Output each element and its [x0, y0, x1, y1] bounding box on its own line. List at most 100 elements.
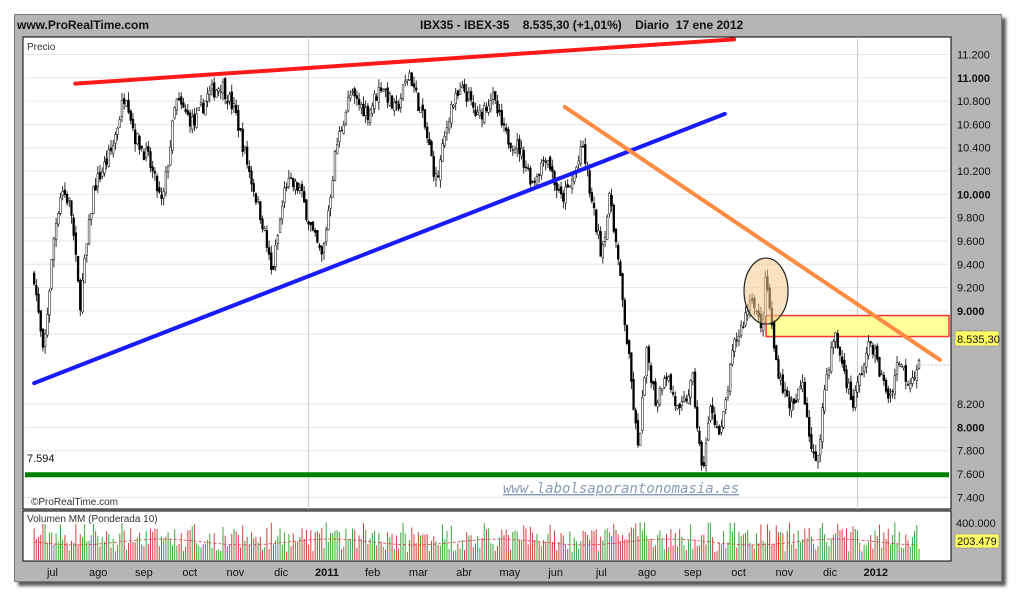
candle-body: [344, 111, 348, 125]
candle-body: [531, 181, 534, 183]
candle-body: [597, 230, 600, 236]
y-tick-label: 10.200: [957, 166, 991, 178]
candle-body: [463, 83, 466, 92]
candle-body: [825, 373, 828, 391]
candle-body: [305, 199, 308, 221]
candle-body: [779, 377, 782, 381]
candle-body: [476, 111, 479, 115]
x-tick-label: oct: [731, 567, 746, 579]
y-tick-label: 9.000: [957, 306, 985, 318]
candle-body: [109, 147, 113, 152]
candle-body: [838, 347, 842, 356]
site-name[interactable]: www.ProRealTime.com: [17, 18, 150, 32]
candle-body: [797, 388, 800, 401]
candle-body: [63, 189, 67, 195]
candle-body: [581, 146, 585, 148]
candle-body: [96, 173, 99, 188]
candle-body: [327, 210, 330, 230]
y-tick-label: 10.600: [957, 119, 991, 131]
candle-body: [898, 363, 901, 365]
candle-body: [333, 151, 337, 182]
candle-body: [619, 261, 622, 276]
candle-body: [641, 397, 644, 431]
candle-body: [540, 162, 543, 176]
candle-body: [138, 136, 141, 150]
candle-body: [329, 196, 332, 209]
candle-body: [810, 434, 813, 450]
y-tick-label: 9.600: [957, 236, 985, 248]
resistance-zone-group: [765, 314, 950, 338]
candle-body: [441, 143, 444, 162]
candle-body: [371, 105, 374, 114]
candle-body: [248, 165, 251, 172]
candle-body: [546, 160, 550, 165]
candle-body: [733, 338, 736, 352]
candle-body: [155, 175, 159, 192]
candle-body: [913, 377, 916, 379]
instrument-info: IBX35 - IBEX-35 8.535,30 (+1,01%) Diario…: [420, 18, 744, 32]
candle-body: [840, 356, 844, 364]
candle-body: [419, 107, 422, 114]
candle-body: [485, 107, 488, 111]
candle-body: [285, 186, 288, 189]
candle-body: [41, 328, 45, 348]
candle-body: [568, 185, 572, 187]
candle-body: [854, 390, 857, 408]
candle-body: [667, 376, 670, 382]
candle-body: [724, 399, 727, 410]
candle-body: [902, 365, 905, 369]
candle-body: [202, 102, 205, 114]
candle-body: [320, 246, 323, 255]
x-tick-label: 2012: [864, 567, 888, 579]
resistance-zone: [765, 314, 950, 338]
candle-body: [871, 345, 875, 355]
candle-body: [426, 126, 429, 139]
candle-body: [103, 161, 106, 174]
candle-body: [792, 398, 795, 404]
candle-body: [342, 124, 345, 134]
candle-body: [588, 170, 591, 194]
candle-body: [267, 247, 271, 255]
candle-body: [219, 91, 222, 93]
current-volume-badge: [954, 533, 1000, 549]
candle-body: [318, 245, 321, 248]
candle-body: [105, 158, 108, 165]
candle-body: [632, 379, 635, 410]
candle-body: [834, 332, 837, 343]
candle-body: [162, 191, 165, 199]
candle-body: [98, 171, 102, 180]
watermark[interactable]: www.labolsaporantonomasia.es: [503, 481, 739, 497]
candle-body: [542, 159, 545, 162]
candle-body: [704, 443, 708, 466]
x-axis: jul ago sep oct nov dic 2011 feb mar abr may jun jul…: [46, 567, 888, 579]
candle-body: [696, 406, 699, 429]
candle-body: [584, 144, 587, 164]
candle-body: [120, 100, 124, 117]
candle-body: [781, 374, 785, 393]
candle-body: [234, 104, 238, 113]
candle-body: [144, 148, 148, 159]
candle-body: [362, 103, 365, 117]
candle-body: [617, 245, 620, 260]
x-tick-label: jul: [595, 567, 607, 579]
candle-body: [505, 127, 508, 132]
candle-body: [469, 90, 473, 101]
candle-body: [364, 107, 367, 116]
candle-body: [548, 156, 552, 170]
candle-body: [522, 150, 525, 168]
candle-body: [827, 369, 831, 376]
candle-body: [287, 177, 290, 187]
candle-body: [801, 382, 804, 390]
candle-body: [887, 388, 890, 399]
candle-body: [652, 380, 655, 385]
candle-body: [70, 200, 73, 216]
candle-body: [735, 339, 738, 342]
candle-body: [158, 187, 161, 193]
x-tick-label: oct: [182, 567, 197, 579]
candle-body: [790, 401, 793, 412]
price-panel: [22, 36, 952, 510]
candle-body: [555, 182, 558, 191]
candle-body: [281, 205, 284, 220]
candle-body: [289, 177, 293, 179]
candle-body: [252, 183, 255, 192]
